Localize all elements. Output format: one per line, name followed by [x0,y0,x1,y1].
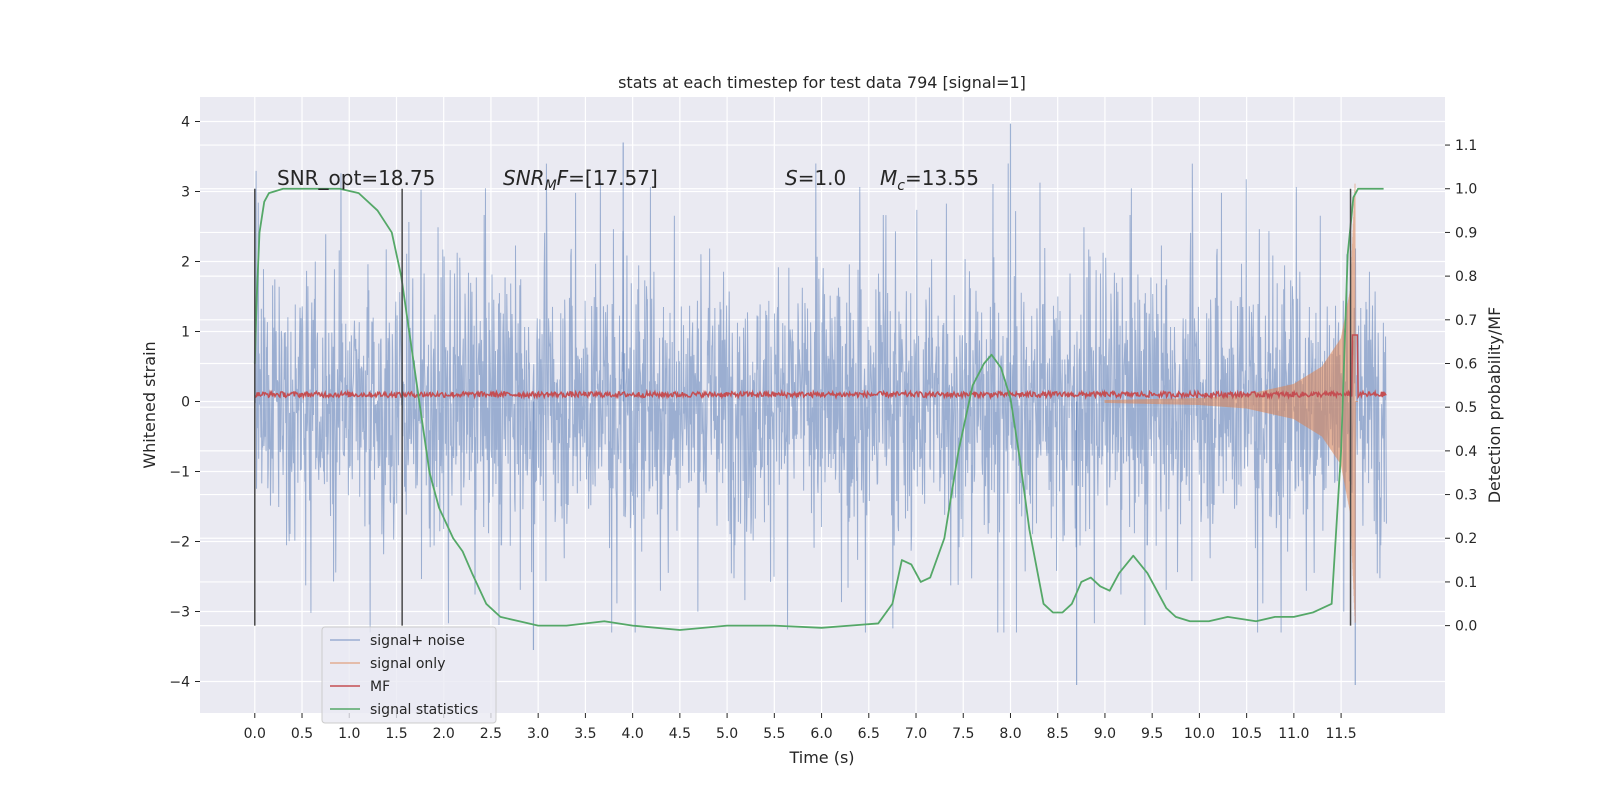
y-right-tick-label: 0.0 [1455,619,1477,635]
plot-area [253,123,1387,685]
annotation-snr-mf-tail: F [557,166,569,190]
annotation-snr-opt: SNR_opt=18.75 [277,166,435,190]
x-tick-label: 0.0 [244,726,266,742]
series-signal-statistics-line [253,187,1384,631]
y-left-tick-label: 2 [181,255,190,271]
y-left-tick-label: 0 [181,395,190,411]
x-tick-label: 7.5 [952,726,974,742]
y-left-tick-label: 3 [181,185,190,201]
y-left-tick-label: −2 [169,535,190,551]
y-right-tick-label: 0.9 [1455,225,1477,241]
y-axis-left-title: Whitened strain [140,341,159,468]
vertical-markers [254,188,1352,626]
ticks: 0.0 0.5 1.0 1.5 2.0 2.5 3.0 3.5 4.0 4.5 5.0 5.5 6.0 6… [169,115,1477,743]
x-tick-label: 7.0 [905,726,927,742]
y-axis-right-title: Detection probability/MF [1485,307,1504,504]
legend-label-signal-only: signal only [370,656,445,672]
y-right-tick-label: 0.1 [1455,575,1477,591]
annotation-snr-mf-var: SNR [503,166,545,190]
annotation-snr-mf-value: =[17.57] [568,166,658,190]
x-tick-label: 11.0 [1278,726,1309,742]
x-tick-label: 2.5 [480,726,502,742]
x-tick-label: 3.0 [527,726,549,742]
x-tick-label: 10.5 [1231,726,1262,742]
x-tick-label: 0.5 [291,726,313,742]
annotation-snr-mf: SNRMF=[17.57] [503,166,658,194]
x-tick-label: 8.5 [1047,726,1069,742]
y-right-tick-label: 0.7 [1455,313,1477,329]
y-left-tick-label: 4 [181,115,190,131]
x-tick-label: 1.0 [338,726,360,742]
legend-box [321,626,497,724]
y-right-tick-label: 0.4 [1455,444,1477,460]
x-tick-label: 6.5 [858,726,880,742]
annotation-mc-var: M [880,166,897,190]
y-left-tick-label: −3 [169,605,190,621]
y-right-tick-label: 0.6 [1455,356,1477,372]
x-tick-label: 2.0 [433,726,455,742]
x-tick-label: 9.0 [1094,726,1116,742]
y-right-tick-label: 0.3 [1455,488,1477,504]
x-tick-label: 11.5 [1326,726,1357,742]
y-right-tick-label: 1.0 [1455,182,1477,198]
y-right-tick-label: 0.8 [1455,269,1477,285]
x-tick-label: 6.0 [810,726,832,742]
x-axis-title: Time (s) [788,748,854,767]
annotation-s: S=1.0 [785,166,846,190]
annotation-mc-value: =13.55 [905,166,979,190]
annotation-mc-sub: c [897,178,905,194]
y-right-tick-label: 0.5 [1455,400,1477,416]
annotation-snr-mf-sub: M [545,178,557,194]
legend-label-signal-statistics: signal statistics [370,702,478,718]
x-tick-label: 1.5 [385,726,407,742]
chart-title: stats at each timestep for test data 794… [618,73,1026,92]
legend: signal+ noise signal only MF signal stat… [321,626,497,724]
x-tick-label: 3.5 [574,726,596,742]
annotation-mc: Mc=13.55 [880,166,979,194]
y-left-tick-label: 1 [181,325,190,341]
x-tick-label: 5.0 [716,726,738,742]
annotation-s-var: S [785,166,798,190]
y-right-tick-label: 1.1 [1455,138,1477,154]
y-left-tick-label: −4 [169,675,190,691]
series-signal-noise-line [254,163,1387,633]
x-tick-label: 5.5 [763,726,785,742]
legend-label-signal-noise: signal+ noise [370,633,465,649]
x-tick-label: 4.0 [621,726,643,742]
series-mf-line [254,334,1387,401]
x-tick-label: 10.0 [1184,726,1215,742]
x-tick-label: 9.5 [1141,726,1163,742]
x-tick-label: 8.0 [999,726,1021,742]
y-left-tick-label: −1 [169,465,190,481]
x-tick-label: 4.5 [669,726,691,742]
legend-label-mf: MF [370,679,390,695]
annotation-s-value: =1.0 [798,166,847,190]
y-right-tick-label: 0.2 [1455,531,1477,547]
